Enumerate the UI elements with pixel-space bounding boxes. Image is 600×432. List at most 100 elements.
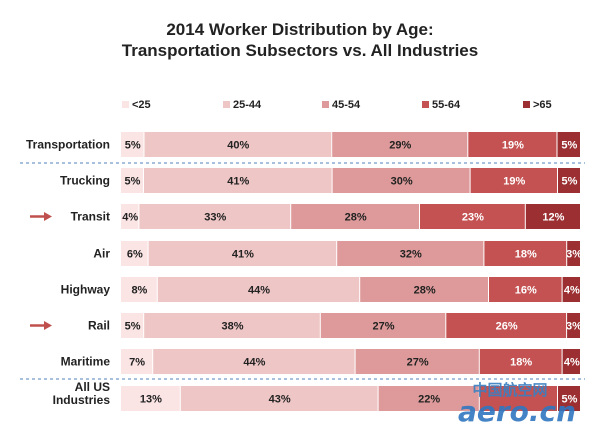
data-label-trucking-1: 5% <box>125 176 141 188</box>
bar-trucking-seg-5 <box>558 168 580 193</box>
bar-trucking-seg-4 <box>470 168 557 193</box>
chart-subtitle: Transportation Subsectors vs. All Indust… <box>121 41 479 60</box>
bar-maritime-seg-2 <box>153 349 355 374</box>
bar-air-seg-2 <box>148 241 337 266</box>
data-label-highway-2: 44% <box>248 285 270 297</box>
legend-swatch-1 <box>122 101 129 108</box>
data-label-highway-4: 16% <box>515 285 537 297</box>
bar-trucking-seg-3 <box>332 168 470 193</box>
bar-transit-seg-1 <box>121 204 139 229</box>
data-label-transit-2: 33% <box>204 212 226 224</box>
watermark-logo: aero.cn <box>458 395 576 428</box>
bar-transportation-seg-1 <box>121 132 144 157</box>
highlight-arrow-rail <box>30 321 52 330</box>
data-label-air-4: 18% <box>515 249 537 261</box>
bar-highway-seg-3 <box>360 277 488 302</box>
data-label-trucking-4: 19% <box>503 176 525 188</box>
data-label-transit-5: 12% <box>542 212 564 224</box>
legend-swatch-3 <box>322 101 329 108</box>
data-label-highway-3: 28% <box>414 285 436 297</box>
legend-swatch-2 <box>223 101 230 108</box>
bar-highway-seg-5 <box>562 277 580 302</box>
category-label-highway: Highway <box>61 283 111 297</box>
data-label-rail-5: 3% <box>566 321 582 333</box>
bar-rail-seg-2 <box>144 313 320 338</box>
legend-label-2: 25-44 <box>233 99 262 111</box>
legend-label-3: 45-54 <box>332 99 361 111</box>
data-label-transportation-1: 5% <box>125 140 141 152</box>
bar-rail-seg-1 <box>121 313 144 338</box>
data-label-maritime-5: 4% <box>564 357 580 369</box>
bar-all-us-industries-seg-5 <box>558 386 580 411</box>
bar-transportation-seg-2 <box>144 132 332 157</box>
bar-transit-seg-5 <box>525 204 580 229</box>
category-label-transportation: Transportation <box>26 138 110 152</box>
data-label-transit-4: 23% <box>462 212 484 224</box>
watermark-cn: 中国航空网 <box>472 381 547 399</box>
bar-transit-seg-4 <box>420 204 525 229</box>
data-label-all-us-industries-1: 13% <box>140 394 162 406</box>
bar-all-us-industries-seg-1 <box>121 386 180 411</box>
bar-maritime-seg-1 <box>121 349 153 374</box>
legend-label-4: 55-64 <box>432 99 461 111</box>
data-label-transportation-5: 5% <box>561 140 577 152</box>
bar-maritime-seg-5 <box>562 349 580 374</box>
category-label-rail: Rail <box>88 319 110 333</box>
bar-transportation-seg-5 <box>557 132 580 157</box>
data-label-trucking-5: 5% <box>562 176 578 188</box>
bar-maritime-seg-4 <box>479 349 562 374</box>
legend-label-1: <25 <box>132 99 151 111</box>
bar-trucking-seg-2 <box>144 168 332 193</box>
category-label-trucking: Trucking <box>60 174 110 188</box>
legend-swatch-5 <box>523 101 530 108</box>
data-label-transportation-2: 40% <box>227 140 249 152</box>
data-label-maritime-3: 27% <box>407 357 429 369</box>
data-label-air-5: 3% <box>566 249 582 261</box>
bar-transportation-seg-4 <box>468 132 557 157</box>
bar-highway-seg-4 <box>489 277 562 302</box>
data-label-all-us-industries-2: 43% <box>269 394 291 406</box>
data-label-trucking-2: 41% <box>227 176 249 188</box>
bar-rail-seg-5 <box>567 313 580 338</box>
bar-highway-seg-1 <box>121 277 157 302</box>
data-label-all-us-industries-5: 5% <box>562 394 578 406</box>
legend-label-5: >65 <box>533 99 552 111</box>
bar-all-us-industries-seg-3 <box>378 386 479 411</box>
legend-swatch-4 <box>422 101 429 108</box>
bar-maritime-seg-3 <box>355 349 479 374</box>
data-label-transportation-3: 29% <box>389 140 411 152</box>
bar-trucking-seg-1 <box>121 168 143 193</box>
data-label-air-1: 6% <box>127 249 143 261</box>
data-label-transportation-4: 19% <box>502 140 524 152</box>
data-label-transit-3: 28% <box>345 212 367 224</box>
bar-transportation-seg-3 <box>332 132 468 157</box>
data-label-rail-2: 38% <box>221 321 243 333</box>
data-label-trucking-3: 30% <box>391 176 413 188</box>
category-label-transit: Transit <box>71 210 110 224</box>
bar-rail-seg-3 <box>320 313 446 338</box>
bar-transit-seg-2 <box>139 204 291 229</box>
bar-air-seg-1 <box>121 241 148 266</box>
data-label-maritime-2: 44% <box>243 357 265 369</box>
category-label-air: Air <box>93 247 110 261</box>
bar-all-us-industries-seg-4 <box>479 386 557 411</box>
bar-transit-seg-3 <box>291 204 419 229</box>
chart-title: 2014 Worker Distribution by Age: <box>166 20 434 39</box>
data-label-maritime-4: 18% <box>510 357 532 369</box>
data-label-highway-1: 8% <box>131 285 147 297</box>
bar-highway-seg-2 <box>157 277 360 302</box>
bar-air-seg-5 <box>567 241 580 266</box>
category-label-all-us-industries-2: Industries <box>53 393 111 407</box>
bar-air-seg-3 <box>337 241 484 266</box>
category-label-all-us-industries-1: All US <box>75 380 110 394</box>
bar-all-us-industries-seg-2 <box>180 386 378 411</box>
data-label-rail-3: 27% <box>372 321 394 333</box>
category-label-maritime: Maritime <box>61 355 111 369</box>
data-label-rail-1: 5% <box>125 321 141 333</box>
data-label-rail-4: 26% <box>496 321 518 333</box>
bar-rail-seg-4 <box>446 313 567 338</box>
data-label-air-3: 32% <box>400 249 422 261</box>
data-label-all-us-industries-3: 22% <box>418 394 440 406</box>
